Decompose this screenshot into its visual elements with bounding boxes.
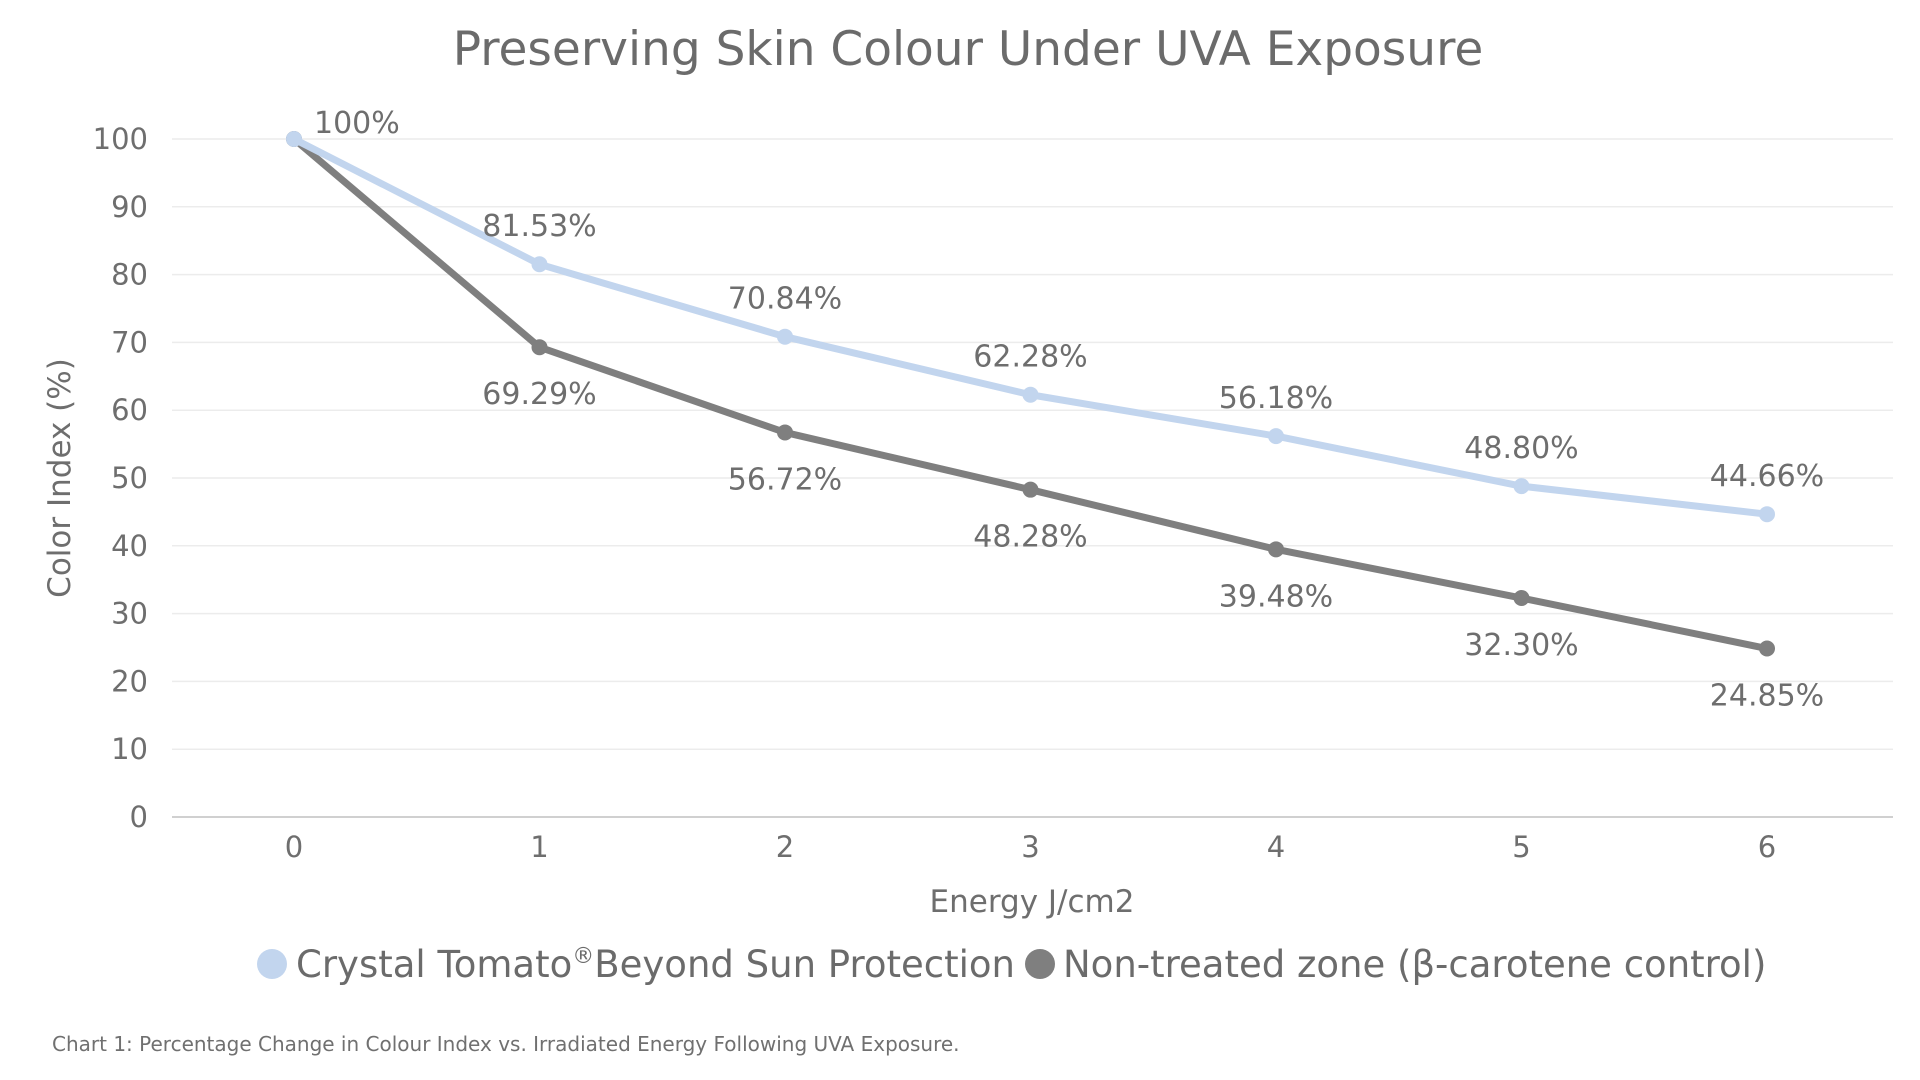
y-tick-label: 40: [111, 529, 148, 563]
x-tick-label: 0: [285, 830, 303, 864]
point-crystal-tomato[interactable]: [286, 131, 302, 147]
y-tick-label: 50: [111, 461, 148, 495]
y-tick-label: 60: [111, 393, 148, 427]
x-tick-label: 2: [776, 830, 794, 864]
data-label-crystal-tomato: 100%: [314, 106, 400, 141]
data-label-crystal-tomato: 62.28%: [973, 340, 1087, 375]
y-axis-ticks: 0 10 20 30 40 50 60 70 80 90 100: [93, 122, 148, 834]
data-label-crystal-tomato: 44.66%: [1710, 459, 1824, 494]
data-label-non-treated: 56.72%: [728, 462, 842, 497]
data-label-crystal-tomato: 81.53%: [482, 209, 596, 244]
legend-item-non-treated[interactable]: Non-treated zone (β-carotene control): [1025, 943, 1766, 986]
data-label-crystal-tomato: 70.84%: [728, 282, 842, 317]
series-lines: [286, 131, 1775, 657]
gridlines: [172, 138, 1893, 818]
legend-label-non-treated: Non-treated zone (β-carotene control): [1063, 943, 1766, 986]
series-crystal-tomato: [286, 131, 1775, 523]
point-crystal-tomato[interactable]: [1513, 478, 1530, 495]
y-tick-label: 100: [93, 122, 148, 156]
legend-swatch-crystal-tomato: [257, 949, 287, 979]
chart-title: Preserving Skin Colour Under UVA Exposur…: [453, 22, 1484, 77]
data-label-non-treated: 39.48%: [1219, 579, 1333, 614]
x-tick-label: 6: [1758, 830, 1776, 864]
x-axis-ticks: 0 1 2 3 4 5 6: [285, 830, 1776, 864]
data-label-crystal-tomato: 48.80%: [1464, 431, 1578, 466]
y-tick-label: 80: [111, 258, 148, 292]
y-tick-label: 30: [111, 597, 148, 631]
y-tick-label: 70: [111, 325, 148, 359]
data-label-non-treated: 69.29%: [482, 377, 596, 412]
x-tick-label: 3: [1021, 830, 1039, 864]
point-non-treated[interactable]: [531, 339, 548, 356]
legend-swatch-non-treated: [1025, 949, 1055, 979]
point-crystal-tomato[interactable]: [531, 256, 548, 273]
y-tick-label: 10: [111, 732, 148, 766]
point-crystal-tomato[interactable]: [1268, 428, 1284, 445]
data-labels: 100% 81.53% 70.84% 62.28% 56.18% 48.80% 44.66%…: [314, 106, 1824, 714]
x-tick-label: 4: [1267, 830, 1285, 864]
x-tick-label: 5: [1512, 830, 1530, 864]
point-non-treated[interactable]: [1759, 640, 1775, 657]
point-crystal-tomato[interactable]: [777, 328, 793, 345]
point-non-treated[interactable]: [1022, 481, 1039, 498]
x-tick-label: 1: [530, 830, 548, 864]
legend: Crystal Tomato®Beyond Sun Protection Non…: [257, 943, 1766, 986]
x-axis-label: Energy J/cm2: [930, 884, 1135, 920]
y-tick-label: 90: [111, 190, 148, 224]
legend-label-crystal-tomato: Crystal Tomato®Beyond Sun Protection: [296, 943, 1015, 986]
data-label-non-treated: 32.30%: [1464, 628, 1578, 663]
data-label-crystal-tomato: 56.18%: [1219, 381, 1333, 416]
point-non-treated[interactable]: [1268, 541, 1284, 558]
point-crystal-tomato[interactable]: [1022, 386, 1039, 403]
data-label-non-treated: 48.28%: [973, 520, 1087, 555]
y-axis-label: Color Index (%): [42, 358, 78, 598]
y-tick-label: 20: [111, 664, 148, 698]
point-non-treated[interactable]: [1513, 590, 1530, 607]
point-non-treated[interactable]: [777, 424, 793, 441]
legend-item-crystal-tomato[interactable]: Crystal Tomato®Beyond Sun Protection: [257, 943, 1015, 986]
data-label-non-treated: 24.85%: [1710, 679, 1824, 714]
point-crystal-tomato[interactable]: [1759, 506, 1775, 523]
chart-caption: Chart 1: Percentage Change in Colour Ind…: [52, 1032, 960, 1056]
y-tick-label: 0: [130, 800, 148, 834]
